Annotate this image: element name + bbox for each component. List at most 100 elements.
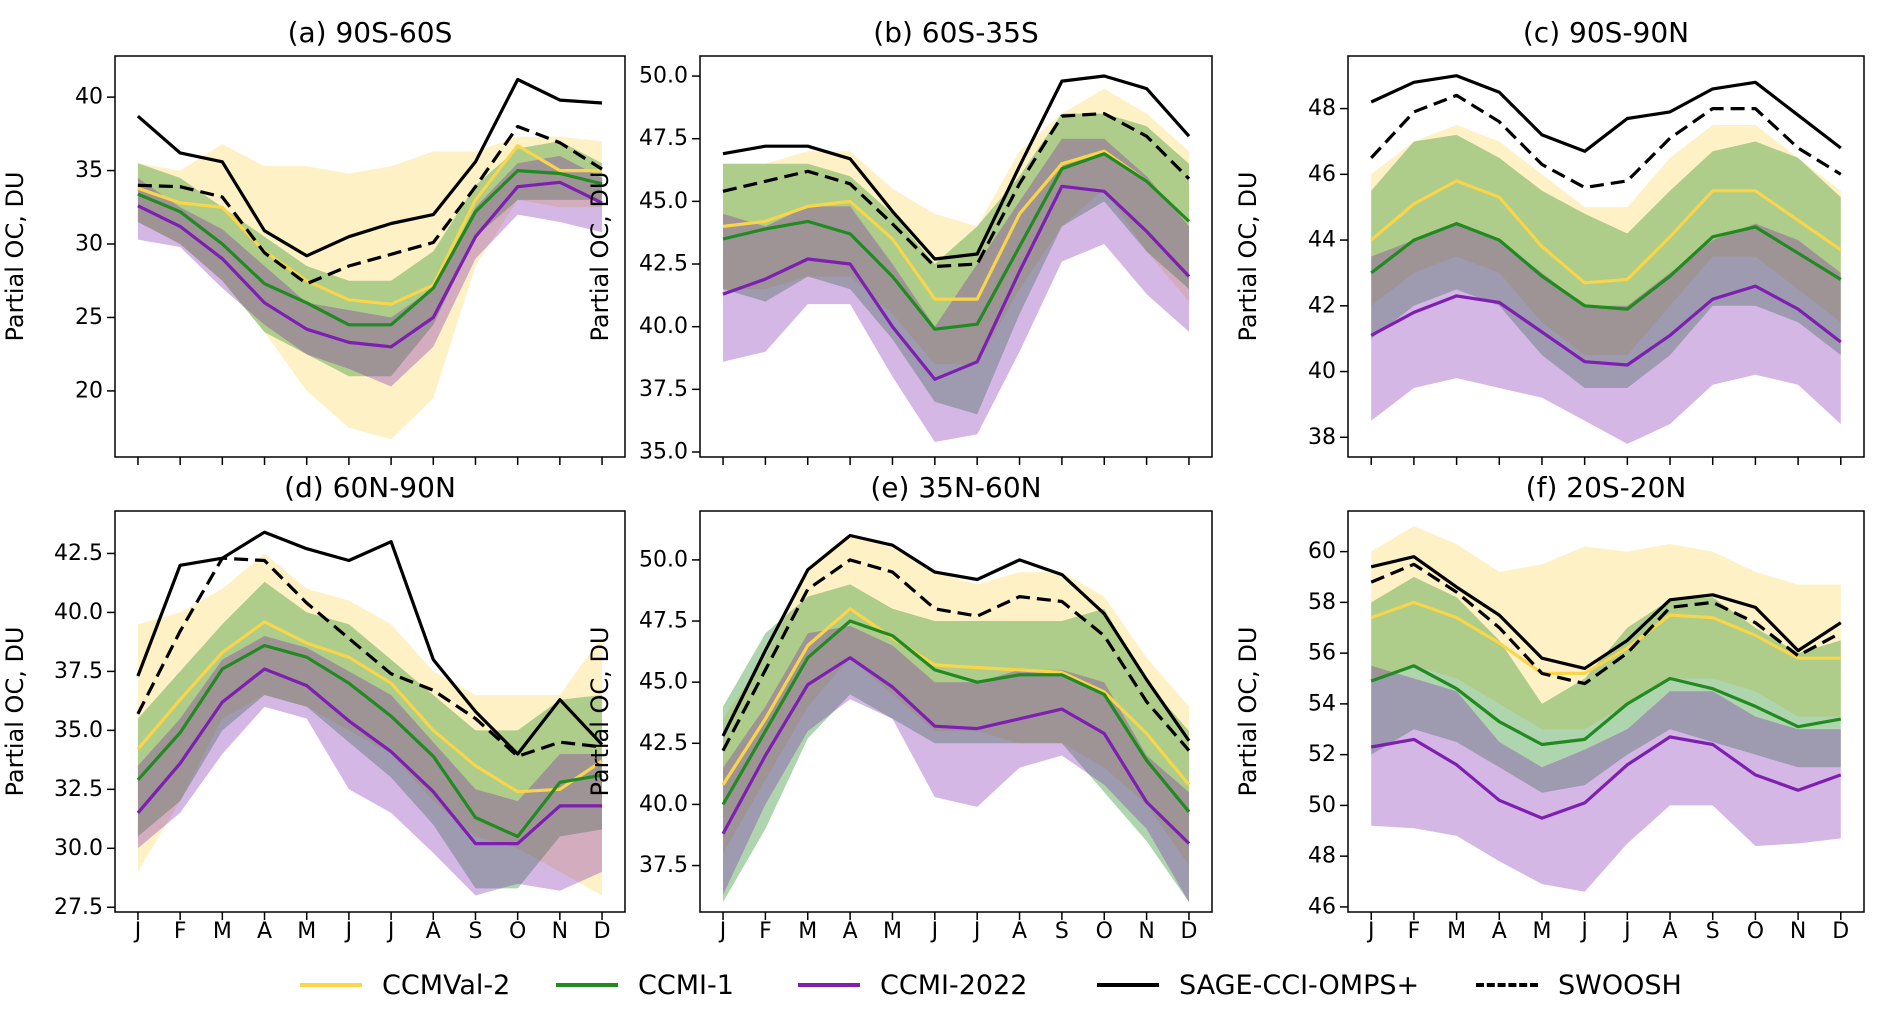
legend-swatch-swoosh xyxy=(1476,983,1538,987)
panel-title: (c) 90S-90N xyxy=(1523,16,1689,49)
x-tick-label: S xyxy=(1055,919,1069,944)
y-axis-label: Partial OC, DU xyxy=(1,171,29,341)
y-tick-label: 37.5 xyxy=(639,853,688,878)
y-tick-label: 40.0 xyxy=(639,792,688,817)
legend-label-sage: SAGE-CCI-OMPS+ xyxy=(1179,969,1420,1001)
line-swoosh xyxy=(722,111,1191,269)
x-tick-label: A xyxy=(843,919,858,944)
x-tick-label: J xyxy=(1622,919,1631,944)
y-tick-label: 42 xyxy=(1308,293,1336,318)
y-tick-label: 46 xyxy=(1308,894,1336,919)
x-tick-label: F xyxy=(174,919,187,944)
y-tick-label: 46 xyxy=(1308,162,1336,187)
y-tick-label: 30 xyxy=(75,232,103,257)
band-ccmval-2 xyxy=(137,553,602,896)
y-tick-label: 32.5 xyxy=(54,777,103,802)
legend-item-ccmi1: CCMI-1 xyxy=(556,960,734,1010)
legend-swatch-ccmi2022 xyxy=(798,983,860,987)
x-tick-label: A xyxy=(1662,919,1677,944)
x-tick-label: M xyxy=(1447,919,1466,944)
y-tick-label: 45.0 xyxy=(639,189,688,214)
line-ccmi-2022 xyxy=(1370,735,1842,820)
line-swoosh xyxy=(136,556,603,758)
y-tick-label: 42.5 xyxy=(54,541,103,566)
line-sage-cci-omps xyxy=(722,74,1191,261)
line-sage-cci-omps xyxy=(136,530,604,756)
y-tick-label: 50 xyxy=(1308,793,1336,818)
panel-title: (a) 90S-60S xyxy=(288,16,453,49)
x-tick-label: J xyxy=(344,919,353,944)
x-tick-label: J xyxy=(1579,919,1588,944)
x-tick-label: A xyxy=(426,919,441,944)
line-ccmi-2022 xyxy=(137,180,603,349)
line-sage-cci-omps xyxy=(1370,555,1842,671)
x-tick-label: N xyxy=(552,919,568,944)
band-ccmi-1 xyxy=(1371,134,1841,388)
line-ccmval-2 xyxy=(1370,179,1842,285)
panel-4: 27.530.032.535.037.540.042.5J F M A M J J A S O N D… xyxy=(1,471,626,944)
y-axis-label: Partial OC, DU xyxy=(586,626,614,796)
legend-label-ccmi2022: CCMI-2022 xyxy=(880,969,1028,1001)
line-ccmi-2022 xyxy=(136,667,602,846)
x-tick-label: M xyxy=(213,919,232,944)
panel-3: 38 40 42 44 46 48 (c) 90S-90N Partial OC, DU xyxy=(1234,16,1865,465)
line-ccmi-1 xyxy=(137,169,603,327)
line-sage-cci-omps xyxy=(721,533,1191,742)
x-tick-label: J xyxy=(133,919,142,944)
x-tick-label: M xyxy=(883,919,902,944)
line-ccmval-2 xyxy=(721,607,1191,786)
y-tick-label: 40.0 xyxy=(54,600,103,625)
band-ccmi-2022 xyxy=(1371,223,1841,444)
legend-item-sage: SAGE-CCI-OMPS+ xyxy=(1097,960,1419,1010)
band-ccmi-2022 xyxy=(137,155,602,387)
x-tick-label: N xyxy=(1790,919,1806,944)
panel-2: 35.0 37.5 40.0 42.5 45.0 47.5 50.0 (b) 60S-35S P… xyxy=(586,16,1213,465)
y-tick-label: 48 xyxy=(1308,844,1336,869)
line-ccmval-2 xyxy=(1370,600,1841,676)
x-tick-label: D xyxy=(1832,919,1849,944)
x-tick-label: M xyxy=(798,919,817,944)
panel-title: (d) 60N-90N xyxy=(284,471,456,504)
y-axis-label: Partial OC, DU xyxy=(1234,171,1262,341)
x-tick-label: N xyxy=(1138,919,1154,944)
panel-title: (f) 20S-20N xyxy=(1526,471,1687,504)
y-tick-label: 47.5 xyxy=(639,609,688,634)
axes-frame xyxy=(699,55,1213,458)
x-tick-label: J xyxy=(718,919,727,944)
x-tick-label: O xyxy=(509,919,526,944)
band-ccmi-2022 xyxy=(723,138,1189,442)
x-tick-label: S xyxy=(1706,919,1720,944)
y-tick-label: 40 xyxy=(75,85,103,110)
y-tick-label: 54 xyxy=(1308,691,1336,716)
x-tick-label: A xyxy=(1492,919,1507,944)
line-ccmval-2 xyxy=(722,149,1191,301)
x-tick-label: D xyxy=(594,919,611,944)
panel-title: (e) 35N-60N xyxy=(870,471,1041,504)
axes-frame xyxy=(699,510,1213,913)
legend: CCMVal-2 CCMI-1 CCMI-2022 SAGE-CCI-OMPS+… xyxy=(0,960,1892,1010)
x-tick-label: A xyxy=(257,919,272,944)
y-tick-label: 45.0 xyxy=(639,670,688,695)
y-tick-label: 58 xyxy=(1308,590,1336,615)
band-ccmi-1 xyxy=(1371,577,1841,793)
x-tick-label: A xyxy=(1012,919,1027,944)
legend-swatch-ccmi1 xyxy=(556,983,618,987)
x-tick-label: M xyxy=(297,919,316,944)
x-tick-label: J xyxy=(1366,919,1375,944)
y-tick-label: 50.0 xyxy=(639,547,688,572)
y-tick-label: 37.5 xyxy=(639,377,688,402)
y-tick-label: 40 xyxy=(1308,359,1336,384)
legend-label-ccmi1: CCMI-1 xyxy=(638,969,734,1001)
y-tick-label: 35.0 xyxy=(639,439,688,464)
y-tick-label: 35 xyxy=(75,158,103,183)
line-ccmi-1 xyxy=(1370,222,1842,311)
line-ccmi-1 xyxy=(721,619,1191,813)
line-ccmi-2022 xyxy=(722,184,1191,381)
line-ccmval-2 xyxy=(136,620,603,794)
x-tick-label: F xyxy=(759,919,772,944)
line-sage-cci-omps xyxy=(136,77,603,258)
band-ccmval-2 xyxy=(1371,125,1841,356)
y-tick-label: 44 xyxy=(1308,228,1336,253)
legend-swatch-sage xyxy=(1097,983,1159,987)
